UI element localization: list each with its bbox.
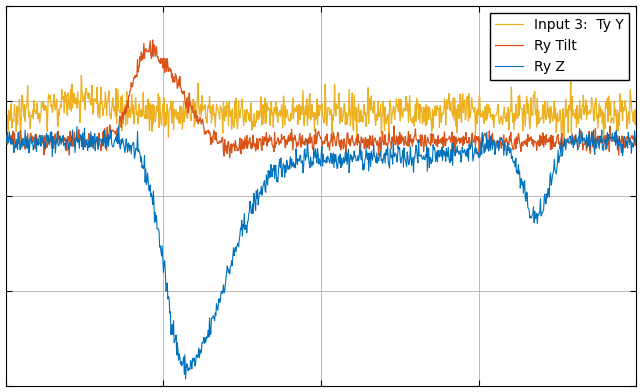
Ry Z	[258, 193, 266, 198]
Input 3:  Ty Y: (102, 0.118): Ty Y: (102, 0.118)	[66, 106, 74, 111]
Ry Tilt	[66, 129, 74, 134]
Ry Tilt	[2, 132, 10, 137]
Ry Tilt	[281, 138, 288, 143]
Ry Tilt	[495, 139, 503, 144]
Ry Z	[632, 136, 640, 140]
Ry Tilt	[632, 142, 640, 147]
Ry Tilt	[258, 148, 266, 153]
Ry Tilt	[507, 139, 514, 143]
Ry Z	[182, 377, 189, 381]
Input 3:  Ty Y: (947, -0.0196): Ty Y: (947, -0.0196)	[600, 139, 607, 143]
Ry Tilt	[149, 38, 157, 42]
Input 3:  Ty Y: (404, 0.167): Ty Y: (404, 0.167)	[257, 94, 265, 99]
Ry Z	[436, 148, 444, 152]
Input 3:  Ty Y: (0, 0.0732): Ty Y: (0, 0.0732)	[2, 117, 10, 122]
Ry Z	[2, 136, 10, 141]
Ry Z	[495, 149, 503, 153]
Input 3:  Ty Y: (440, 0.17): Ty Y: (440, 0.17)	[279, 94, 287, 98]
Input 3:  Ty Y: (686, 0.119): Ty Y: (686, 0.119)	[435, 106, 442, 111]
Ry Z	[66, 141, 74, 146]
Legend: Input 3:  Ty Y, Ry Tilt, Ry Z: Input 3: Ty Y, Ry Tilt, Ry Z	[490, 13, 630, 80]
Ry Z	[507, 151, 514, 155]
Line: Input 3:  Ty Y: Input 3: Ty Y	[6, 75, 636, 141]
Input 3:  Ty Y: (779, 0.119): Ty Y: (779, 0.119)	[494, 106, 501, 111]
Ry Tilt	[226, 156, 234, 160]
Input 3:  Ty Y: (999, 0.0938): Ty Y: (999, 0.0938)	[632, 112, 640, 116]
Ry Z	[115, 123, 123, 128]
Ry Z	[281, 175, 288, 180]
Input 3:  Ty Y: (895, 0.257): Ty Y: (895, 0.257)	[567, 73, 575, 78]
Input 3:  Ty Y: (797, 0.0286): Ty Y: (797, 0.0286)	[505, 127, 513, 132]
Line: Ry Tilt: Ry Tilt	[6, 40, 636, 158]
Ry Tilt	[436, 138, 444, 142]
Line: Ry Z: Ry Z	[6, 126, 636, 379]
